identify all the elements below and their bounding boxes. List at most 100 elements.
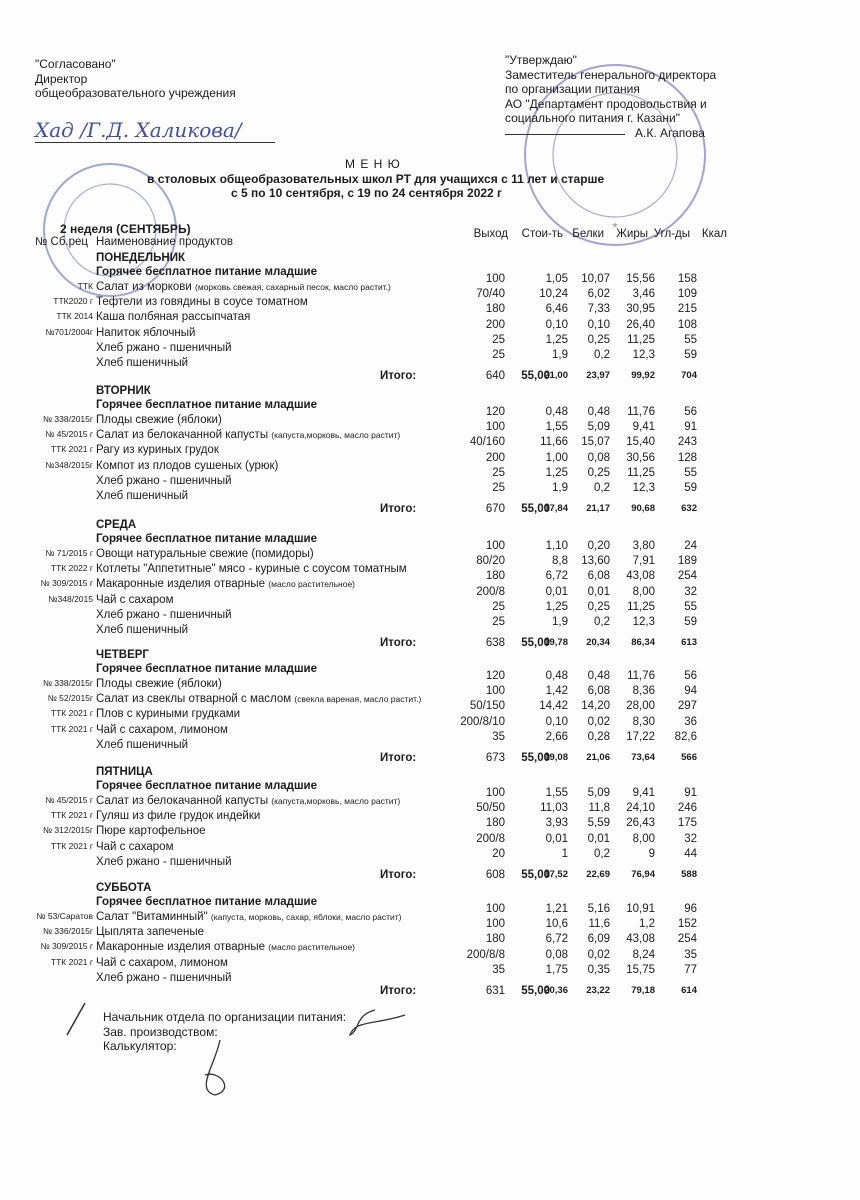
- department-stamp: *: [524, 64, 706, 246]
- recipe-code: № 309/2015 г: [40, 578, 93, 589]
- section-title: Горячее бесплатное питание младшие: [96, 533, 318, 545]
- table-row: Хлеб пшеничный 35 2,66 0,28 17,22 82,6: [0, 731, 860, 754]
- fat: 0,2: [594, 349, 610, 361]
- total-label: Итого:: [380, 370, 417, 383]
- portion-out: 120: [485, 670, 505, 682]
- recipe-code: ТТК 2022 г: [50, 563, 93, 574]
- approval-left-position: Директор: [35, 71, 88, 86]
- footer-signatures: [66, 1002, 406, 1096]
- dish-ingredients: (капуста,морковь, масло растит): [271, 430, 401, 441]
- dish-title: Хлеб ржано - пшеничный: [96, 855, 232, 868]
- table-row: ТТК 2022 г Котлеты "Аппетитные" мясо - к…: [0, 555, 860, 578]
- table-row: Хлеб ржано - пшеничный 25 1,25 0,25 11,2…: [0, 334, 860, 357]
- dish-name: Чай с сахаром, лимоном: [96, 724, 228, 736]
- day-title: ПОНЕДЕЛЬНИК: [96, 252, 185, 264]
- total-label: Итого:: [380, 985, 417, 997]
- total-row: Итого: 638 55,00 19,78 20,34 86,34 613: [0, 637, 860, 652]
- protein: 1,9: [552, 349, 568, 361]
- fat: 5,09: [587, 421, 610, 434]
- recipe-code: № 312/2015г: [42, 825, 93, 836]
- total-label: Итого:: [380, 637, 417, 650]
- dish-title: Чай с сахаром, лимоном: [96, 956, 228, 969]
- fat: 0,25: [587, 466, 610, 479]
- recipe-code: № 338/2015г: [42, 678, 93, 688]
- table-row: Хлеб пшеничный 25 1,9 0,2 12,3 59: [0, 616, 860, 639]
- total-label: Итого:: [380, 503, 417, 516]
- fat: 6,08: [587, 570, 610, 583]
- fat: 13,60: [581, 555, 610, 568]
- dish-title: Хлеб пшеничный: [96, 357, 189, 369]
- total-kcal: 704: [681, 370, 697, 382]
- total-out: 638: [485, 637, 505, 650]
- carbs: 15,75: [626, 963, 655, 976]
- dish-title: Цыплята запеченые: [96, 926, 204, 939]
- recipe-code: ТТК 2021 г: [50, 810, 93, 821]
- dish-name: Гуляш из филе грудок индейки: [96, 810, 260, 822]
- total-carbs: 79,18: [631, 985, 655, 996]
- total-fat: 21,06: [586, 752, 610, 763]
- portion-out: 100: [485, 903, 505, 915]
- column-cost: Стои-ть: [521, 228, 563, 240]
- protein: 0,01: [545, 585, 568, 598]
- kcal: 254: [677, 570, 697, 583]
- total-out: 670: [485, 503, 505, 516]
- dish-name: Котлеты "Аппетитные" мясо - куриные с со…: [96, 563, 407, 575]
- table-row: № 309/2015 г Макаронные изделия отварные…: [0, 933, 860, 956]
- table-row: № 45/2015 г Салат из белокачанной капуст…: [0, 421, 860, 444]
- total-out: 673: [485, 752, 505, 764]
- kcal: 91: [684, 421, 697, 434]
- table-row: № 52/2015г Салат из свеклы отварной с ма…: [0, 685, 860, 708]
- portion-out: 120: [485, 406, 505, 418]
- carbs: 11,76: [627, 670, 655, 682]
- carbs: 11,25: [627, 333, 655, 346]
- fat: 0,48: [587, 406, 610, 418]
- carbs: 12,3: [632, 349, 655, 361]
- fat: 0,28: [587, 730, 610, 743]
- dish-ingredients: (капуста,морковь, масло растит): [271, 796, 401, 806]
- dish-title: Котлеты "Аппетитные" мясо - куриные с со…: [96, 563, 407, 576]
- dish-name: Плоды свежие (яблоки): [96, 414, 222, 426]
- carbs: 10,91: [626, 903, 655, 915]
- dish-name: Салат из белокачанной капусты (капуста,м…: [96, 795, 400, 807]
- dish-title: Овощи натуральные свежие (помидоры): [96, 548, 314, 560]
- total-row: Итого: 640 55,00 21,00 23,97 99,92 704: [0, 370, 860, 385]
- footer-head: Начальник отдела по организации питания:: [103, 1010, 347, 1024]
- total-fat: 23,22: [586, 985, 610, 996]
- total-cost: 55,00: [521, 869, 550, 881]
- section-title: Горячее бесплатное питание младшие: [96, 896, 318, 908]
- carbs: 3,46: [632, 288, 655, 301]
- table-row: Хлеб ржано - пшеничный 35 1,75 0,35 15,7…: [0, 964, 860, 987]
- school-stamp: [43, 163, 177, 297]
- right-signature-line: [505, 134, 625, 135]
- approval-left: "Согласовано" Директор общеобразовательн…: [35, 57, 236, 101]
- carbs: 26,40: [626, 318, 655, 331]
- table-row: № 312/2015г Пюре картофельное 180 3,93 5…: [0, 817, 860, 840]
- kcal: 82,6: [674, 730, 697, 743]
- total-carbs: 86,34: [631, 637, 655, 649]
- total-cost: 55,00: [521, 370, 550, 383]
- carbs: 9,41: [632, 787, 655, 799]
- approval-right-line: АО "Департамент продовольствия и: [505, 96, 707, 111]
- dish-title: Хлеб пшеничный: [96, 738, 189, 751]
- column-code: № Сб.рец: [35, 236, 88, 248]
- fat: 14,20: [581, 700, 610, 713]
- fat: 7,33: [587, 303, 610, 316]
- kcal: 55: [684, 466, 697, 479]
- fat: 0,48: [587, 670, 610, 682]
- total-row: Итого: 631 55,00 20,36 23,22 79,18 614: [0, 985, 860, 1000]
- carbs: 9: [648, 847, 655, 860]
- dish-name: Напиток яблочный: [96, 327, 195, 339]
- section-title: Горячее бесплатное питание младшие: [96, 663, 318, 675]
- protein: 6,72: [545, 933, 568, 946]
- fat: 0,08: [587, 451, 610, 464]
- total-out: 640: [485, 370, 505, 383]
- carbs: 12,3: [632, 616, 655, 628]
- column-out: Выход: [473, 228, 508, 240]
- total-row: Итого: 670 55,00 17,84 21,17 90,68 632: [0, 503, 860, 518]
- total-kcal: 632: [681, 503, 697, 515]
- protein: 1,9: [552, 482, 568, 494]
- dish-name: Чай с сахаром: [96, 594, 174, 606]
- portion-out: 25: [492, 482, 505, 494]
- dish-title: Чай с сахаром, лимоном: [96, 723, 228, 736]
